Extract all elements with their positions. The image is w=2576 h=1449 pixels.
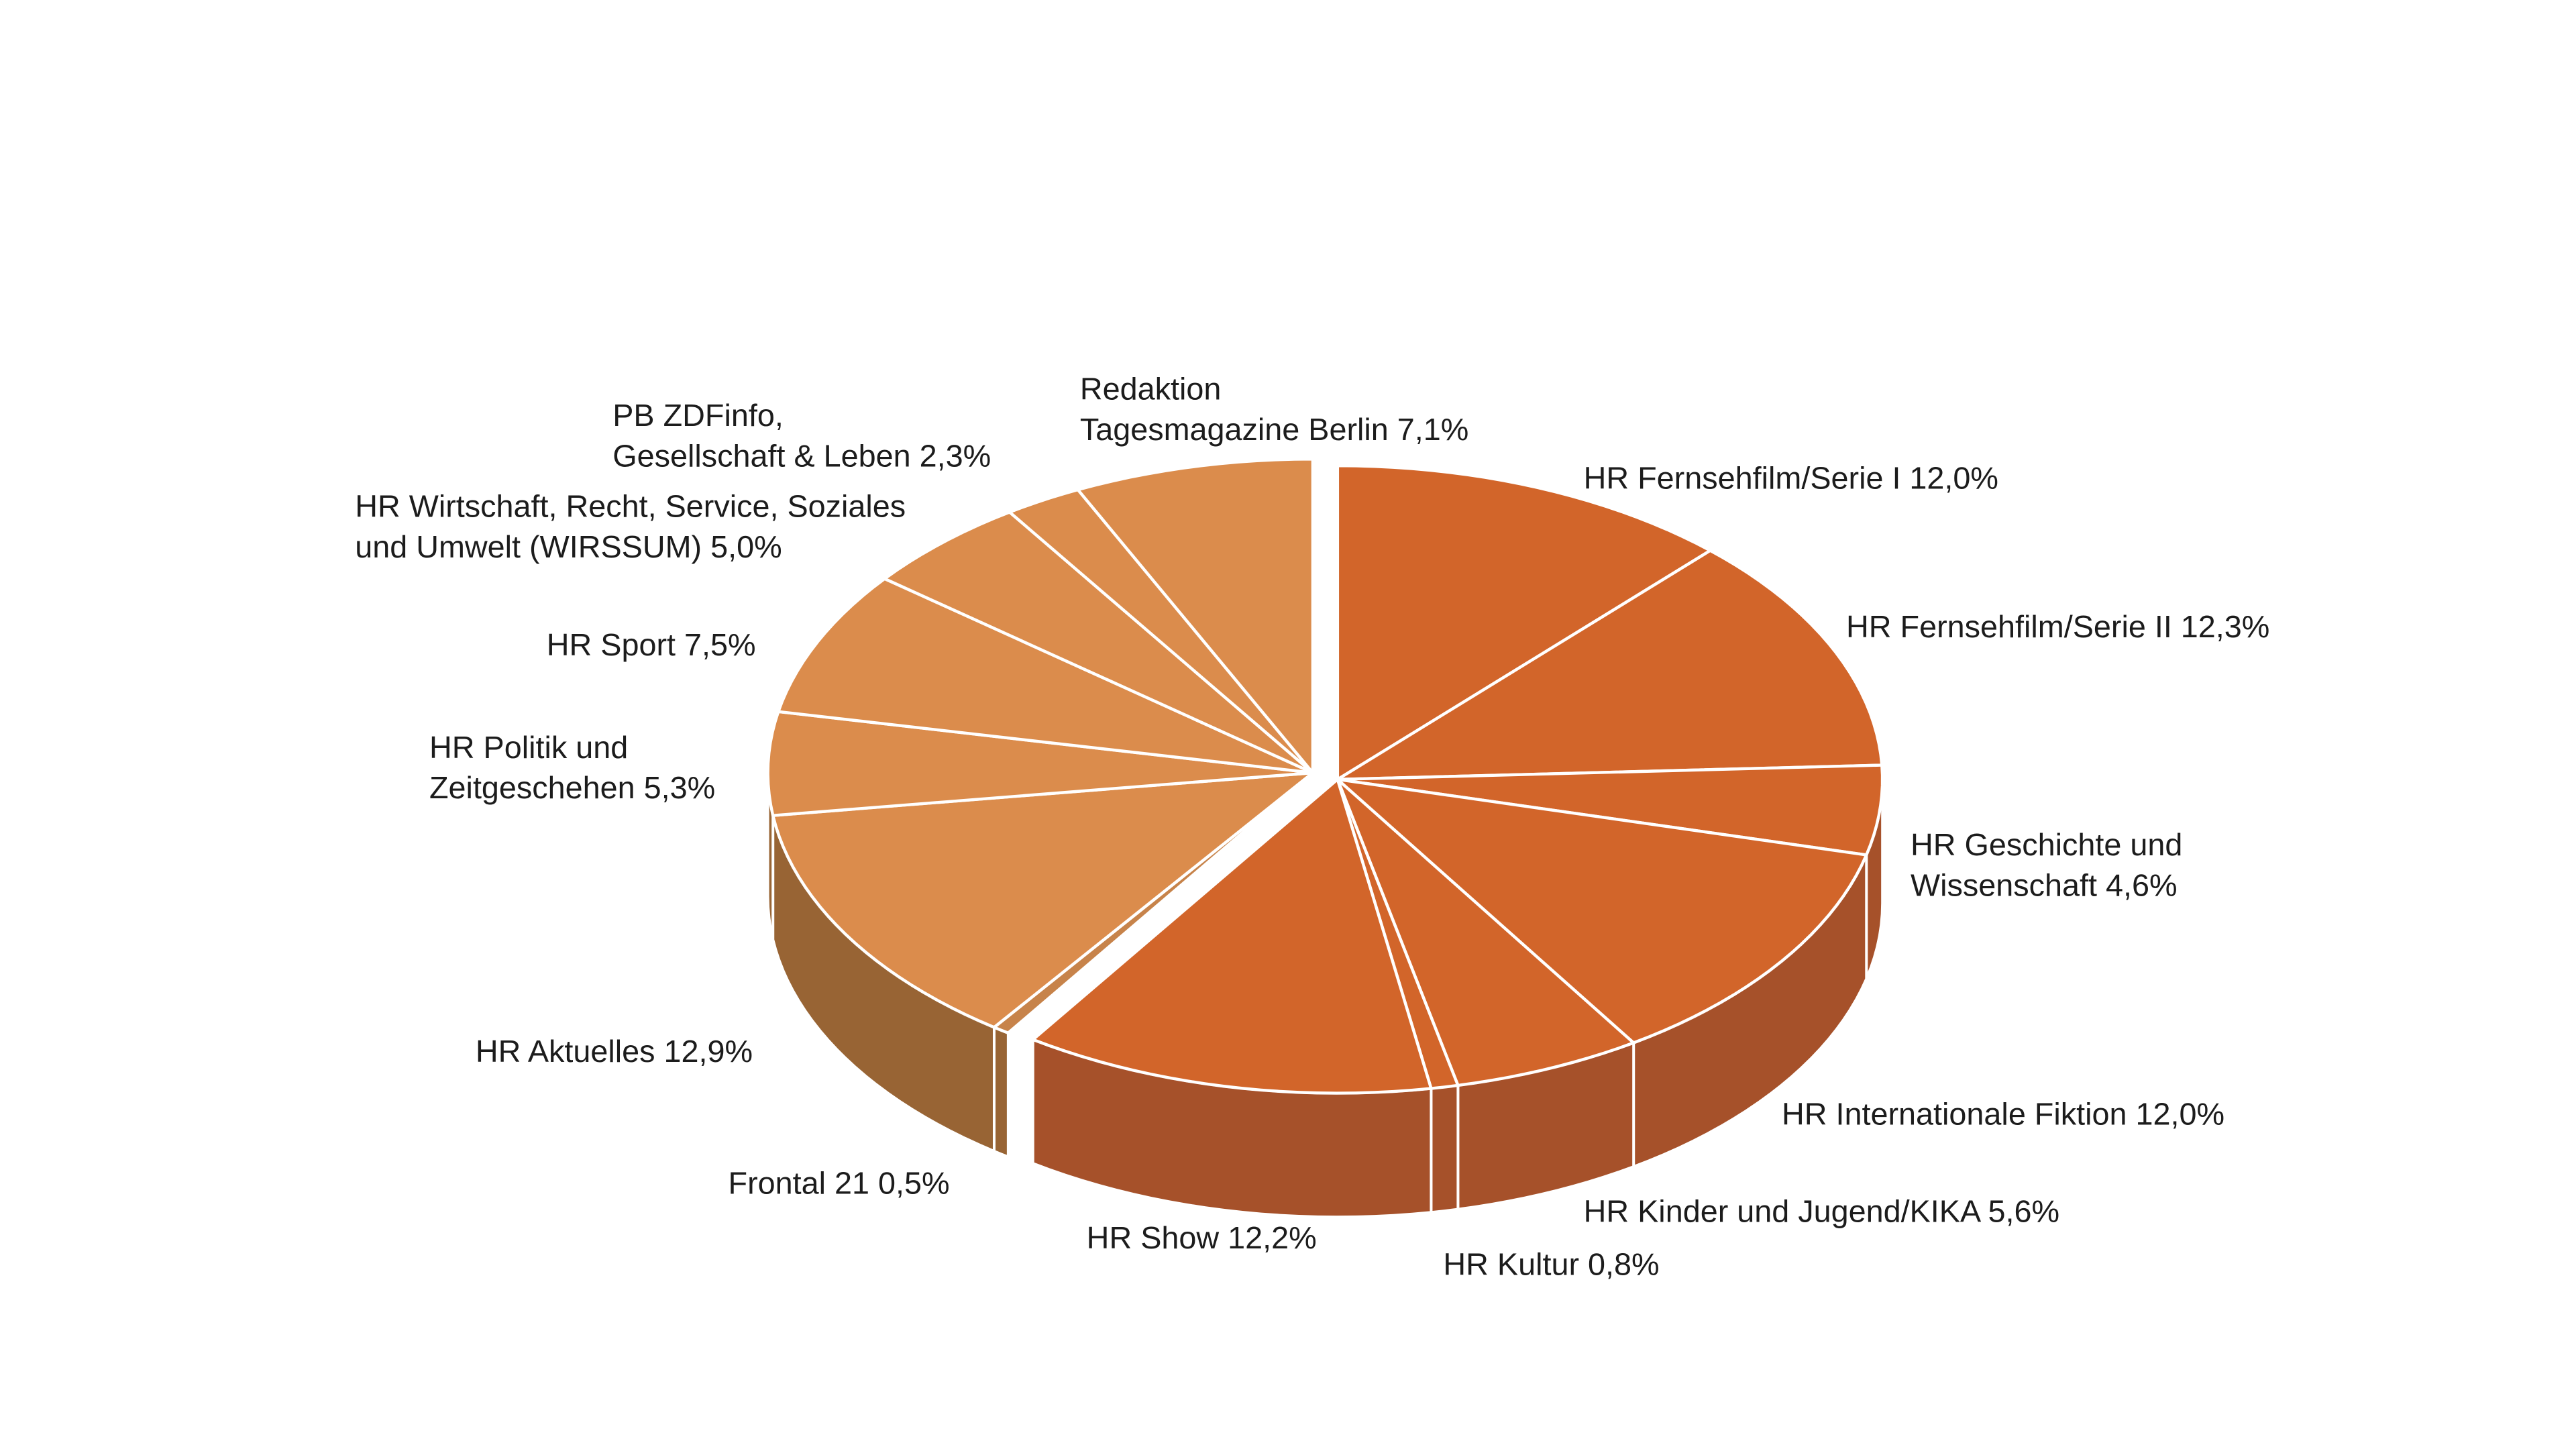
data-label-line: HR Fernsehfilm/Serie I 12,0% (1584, 461, 1998, 496)
data-label-line: Gesellschaft & Leben 2,3% (612, 438, 991, 473)
pie-side-walls (766, 772, 1884, 1219)
data-label-hr-geschichte-und-wissenschaft: HR Geschichte und Wissenschaft 4,6% (1911, 827, 2182, 902)
data-label-line: Frontal 21 0,5% (729, 1166, 950, 1201)
data-label-line: PB ZDFinfo, (612, 398, 784, 433)
data-label-line: Zeitgeschehen 5,3% (429, 770, 715, 805)
slice-hr-wirtschaft-recht-service-soziales-und-umwelt-wirssum[interactable] (883, 511, 1315, 775)
data-label-line: und Umwelt (WIRSSUM) 5,0% (355, 529, 782, 564)
data-label-hr-show: HR Show 12,2% (1087, 1220, 1317, 1255)
data-label-pb-zdfinfo-gesellschaft-leben: PB ZDFinfo, Gesellschaft & Leben 2,3% (612, 398, 991, 473)
data-label-line: HR Fernsehfilm/Serie II 12,3% (1846, 609, 2269, 644)
data-label-line: HR Aktuelles 12,9% (476, 1034, 753, 1069)
slice-side-frontal-21 (992, 1025, 1010, 1159)
slice-hr-politik-und-zeitgeschehen[interactable] (766, 710, 1315, 817)
pie-top-faces (766, 458, 1884, 1095)
slice-hr-sport[interactable] (776, 577, 1315, 775)
data-label-line: Tagesmagazine Berlin 7,1% (1080, 412, 1469, 447)
data-label-redaktion-tagesmagazine-berlin: Redaktion Tagesmagazine Berlin 7,1% (1080, 372, 1469, 447)
data-label-line: HR Show 12,2% (1087, 1220, 1317, 1255)
data-label-hr-wirtschaft-recht-service-soziales-und-umwelt-wirssum: HR Wirtschaft, Recht, Service, Soziales u… (355, 488, 906, 564)
data-label-hr-internationale-fiktion: HR Internationale Fiktion 12,0% (1782, 1096, 2224, 1131)
data-label-hr-fernsehfilm-serie-ii: HR Fernsehfilm/Serie II 12,3% (1846, 609, 2269, 644)
data-label-hr-sport: HR Sport 7,5% (547, 627, 756, 662)
data-label-line: Wissenschaft 4,6% (1911, 867, 2178, 902)
slice-hr-kinder-und-jugend-kika[interactable] (1336, 777, 1635, 1087)
slice-hr-aktuelles[interactable] (771, 771, 1315, 1029)
slice-redaktion-tagesmagazine-berlin[interactable] (1076, 458, 1315, 775)
data-label-line: HR Kinder und Jugend/KIKA 5,6% (1584, 1194, 2059, 1229)
data-label-frontal-21: Frontal 21 0,5% (729, 1166, 950, 1201)
slice-hr-show[interactable] (1031, 777, 1433, 1095)
data-label-line: HR Politik und (429, 730, 628, 765)
data-label-hr-aktuelles: HR Aktuelles 12,9% (476, 1034, 753, 1069)
slice-side-hr-kultur (1430, 1083, 1460, 1214)
data-label-hr-kultur: HR Kultur 0,8% (1443, 1246, 1659, 1281)
data-label-hr-fernsehfilm-serie-i: HR Fernsehfilm/Serie I 12,0% (1584, 461, 1998, 496)
data-label-line: HR Wirtschaft, Recht, Service, Soziales (355, 488, 906, 523)
data-label-hr-politik-und-zeitgeschehen: HR Politik und Zeitgeschehen 5,3% (429, 730, 715, 805)
data-label-line: Redaktion (1080, 372, 1222, 407)
data-label-line: HR Sport 7,5% (547, 627, 756, 662)
data-label-line: HR Geschichte und (1911, 827, 2182, 862)
slice-hr-geschichte-und-wissenschaft[interactable] (1336, 763, 1884, 857)
data-label-hr-kinder-und-jugend-kika: HR Kinder und Jugend/KIKA 5,6% (1584, 1194, 2059, 1229)
slice-labels: HR Fernsehfilm/Serie I 12,0% HR Fernsehfi… (355, 372, 2269, 1282)
data-label-line: HR Internationale Fiktion 12,0% (1782, 1096, 2224, 1131)
slice-pb-zdfinfo-gesellschaft-leben[interactable] (1008, 488, 1315, 775)
data-label-line: HR Kultur 0,8% (1443, 1246, 1659, 1281)
slice-hr-fernsehfilm-serie-i[interactable] (1336, 464, 1712, 782)
slice-hr-fernsehfilm-serie-ii[interactable] (1336, 549, 1884, 782)
slice-hr-internationale-fiktion[interactable] (1336, 777, 1868, 1044)
